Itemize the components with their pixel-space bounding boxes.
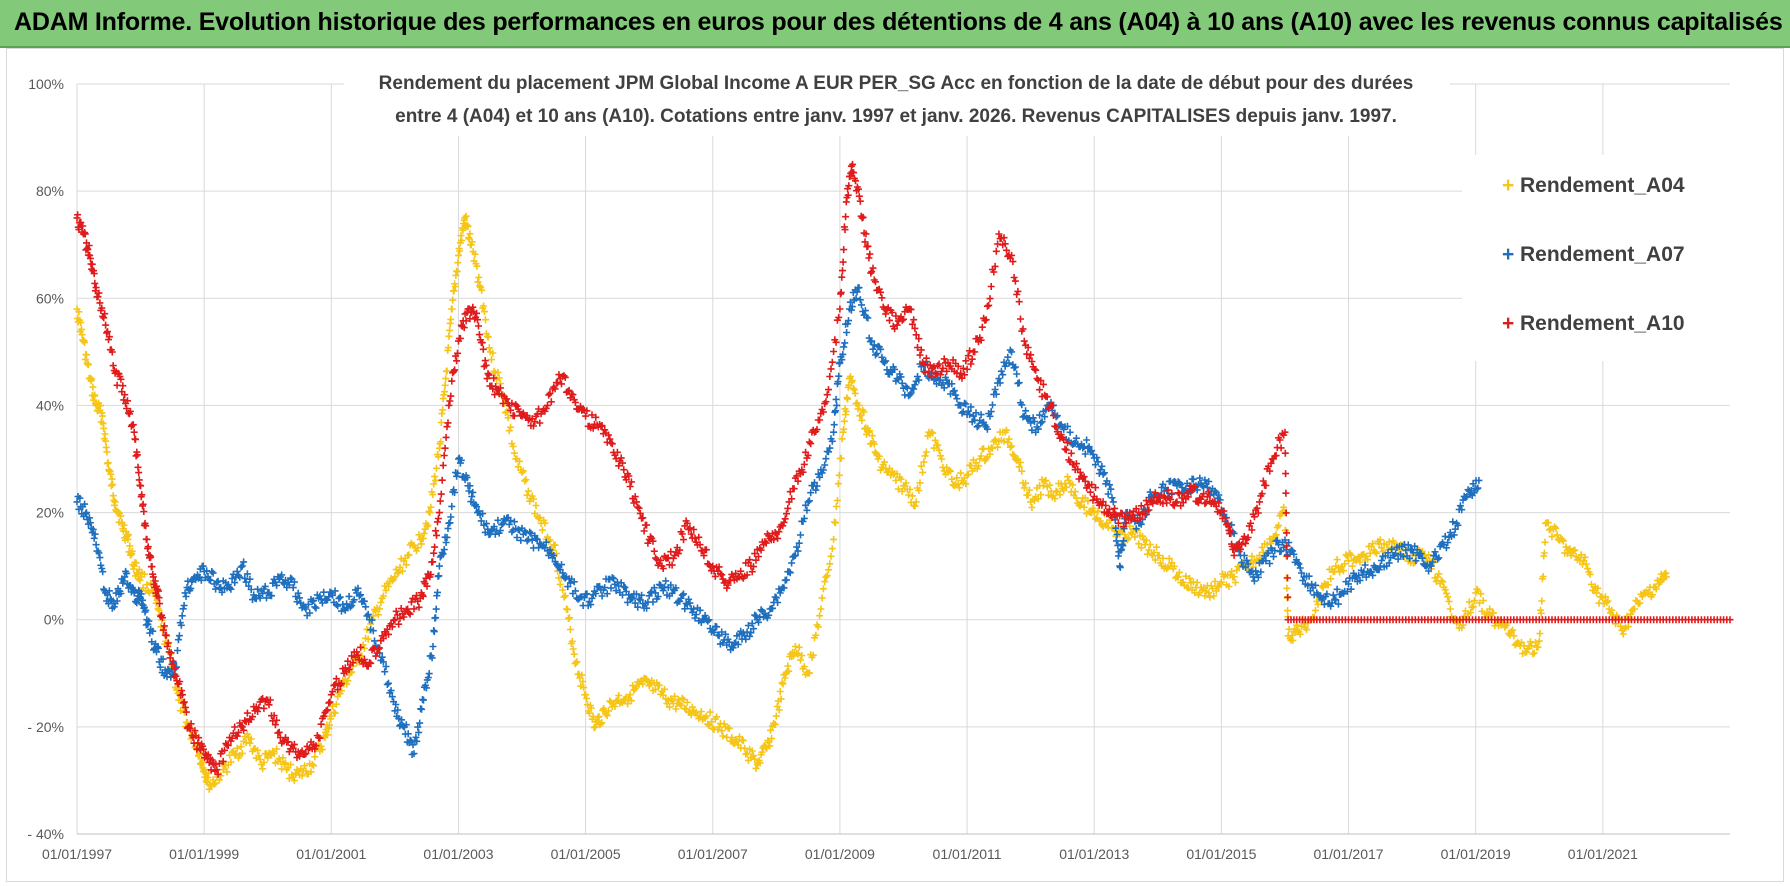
x-tick-label: 01/01/1997	[42, 846, 112, 862]
series-markers	[73, 284, 1483, 758]
series-rendement-a07	[73, 284, 1483, 758]
legend-item-a04: + Rendement_A04	[1502, 174, 1685, 198]
x-tick-label: 01/01/2017	[1313, 846, 1383, 862]
legend-item-a10: + Rendement_A10	[1502, 312, 1685, 336]
legend-marker-a04: +	[1502, 174, 1515, 197]
x-tick-label: 01/01/2011	[933, 846, 1002, 862]
y-tick-label: - 20%	[27, 719, 64, 735]
x-tick-label: 01/01/2009	[805, 846, 875, 862]
y-tick-label: 60%	[36, 290, 64, 306]
chart-title-box	[344, 62, 1450, 136]
x-tick-label: 01/01/2005	[551, 846, 621, 862]
report-banner: ADAM Informe. Evolution historique des p…	[0, 0, 1790, 48]
legend-marker-a07: +	[1502, 243, 1515, 266]
x-tick-label: 01/01/1999	[169, 846, 239, 862]
x-tick-label: 01/01/2007	[678, 846, 748, 862]
legend-label-a10: Rendement_A10	[1520, 312, 1685, 335]
series-layer	[73, 160, 1734, 793]
x-tick-label: 01/01/2019	[1441, 846, 1511, 862]
x-tick-label: 01/01/2015	[1186, 846, 1256, 862]
y-tick-label: 0%	[44, 612, 64, 628]
x-tick-label: 01/01/2001	[296, 846, 366, 862]
legend-box	[1462, 155, 1730, 361]
series-markers	[73, 212, 1670, 793]
x-tick-label: 01/01/2013	[1059, 846, 1129, 862]
legend-item-a07: + Rendement_A07	[1502, 243, 1685, 267]
report-title: ADAM Informe. Evolution historique des p…	[14, 8, 1783, 36]
y-tick-label: - 40%	[27, 826, 64, 842]
chart-title-line-2: entre 4 (A04) et 10 ans (A10). Cotations…	[395, 106, 1397, 127]
y-tick-label: 20%	[36, 505, 64, 521]
chart-title-line-1: Rendement du placement JPM Global Income…	[379, 73, 1414, 94]
y-tick-label: 40%	[36, 397, 64, 413]
y-tick-label: 100%	[28, 76, 64, 92]
series-rendement-a04	[73, 212, 1670, 793]
legend-label-a07: Rendement_A07	[1520, 243, 1685, 266]
series-markers	[73, 160, 1734, 778]
x-tick-label: 01/01/2003	[423, 846, 493, 862]
series-rendement-a10	[73, 160, 1734, 778]
legend-marker-a10: +	[1502, 312, 1515, 335]
axis-labels: 100% 80% 60% 40% 20% 0% - 20% - 40% 01/01/1997 01…	[27, 76, 1638, 862]
x-tick-label: 01/01/2021	[1568, 846, 1638, 862]
y-tick-label: 80%	[36, 183, 64, 199]
legend-label-a04: Rendement_A04	[1520, 174, 1685, 197]
